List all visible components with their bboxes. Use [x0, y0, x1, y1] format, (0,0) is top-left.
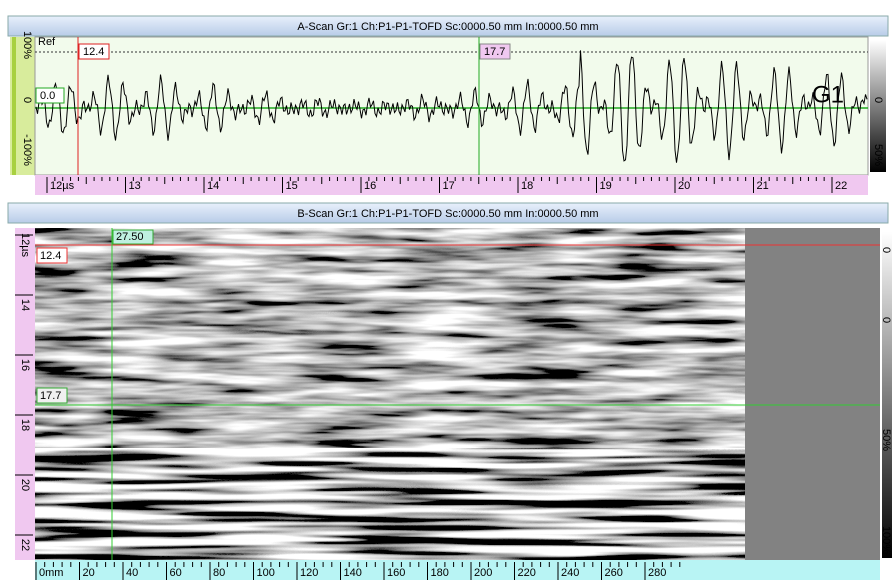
scan-ruler	[35, 560, 880, 580]
scan-tick-label: 100	[257, 567, 275, 579]
scan-tick-label: 240	[561, 567, 579, 579]
screen: A-Scan Gr:1 Ch:P1-P1-TOFD Sc:0000.50 mm …	[0, 0, 895, 580]
scan-tick-label: 60	[170, 567, 182, 579]
scan-cursor-label: 27.50	[116, 231, 144, 243]
b-time-tick-label: 18	[19, 419, 31, 431]
scan-tick-label: 120	[300, 567, 318, 579]
ref-label: Ref	[38, 36, 56, 48]
scan-tick-label: 180	[431, 567, 449, 579]
b-color-tick-label: 0	[880, 247, 892, 253]
color-tick-label: 0	[872, 97, 884, 103]
scan-tick-label: 20	[83, 567, 95, 579]
b-green-label: 17.7	[40, 390, 61, 402]
amp-tick-label: 100%	[21, 31, 33, 59]
scan-tick-label: 80	[213, 567, 225, 579]
time-tick-label: 12µs	[50, 180, 75, 192]
gate-name: G1	[812, 81, 844, 108]
b-color-tick-label: 50%	[880, 429, 892, 451]
scan-tick-label: 160	[387, 567, 405, 579]
red-cursor-label: 12.4	[83, 46, 104, 58]
time-tick-label: 13	[129, 180, 141, 192]
page: {"a_scan": {"title": "A-Scan Gr:1 Ch:P1-…	[0, 0, 895, 580]
b-color-tick-label: 100%	[880, 526, 892, 554]
scan-tick-label: 0mm	[39, 567, 63, 579]
scan-tick-label: 140	[344, 567, 362, 579]
b-color-bar	[882, 232, 892, 558]
amp-ruler-bar	[12, 37, 16, 175]
a-scan-title: A-Scan Gr:1 Ch:P1-P1-TOFD Sc:0000.50 mm …	[297, 21, 598, 33]
b-scan-empty	[745, 228, 880, 560]
time-tick-label: 22	[835, 180, 847, 192]
scan-tick-label: 280	[648, 567, 666, 579]
scan-tick-label: 200	[474, 567, 492, 579]
b-time-tick-label: 12µs	[19, 233, 31, 258]
time-tick-label: 15	[286, 180, 298, 192]
b-color-tick-label: 0	[880, 317, 892, 323]
time-tick-label: 16	[364, 180, 376, 192]
b-time-tick-label: 20	[19, 479, 31, 491]
b-scan-backwall	[35, 448, 745, 560]
b-time-tick-label: 14	[19, 299, 31, 311]
time-tick-label: 21	[757, 180, 769, 192]
a-scan-plot	[35, 37, 868, 175]
amp-tick-label: 0	[21, 97, 33, 103]
time-tick-label: 18	[521, 180, 533, 192]
color-tick-label: 50%	[872, 144, 884, 166]
time-tick-label: 17	[443, 180, 455, 192]
b-time-tick-label: 22	[19, 539, 31, 551]
gate-level-label: 0.0	[40, 90, 55, 102]
scan-tick-label: 260	[605, 567, 623, 579]
b-time-ruler	[15, 228, 35, 560]
time-tick-label: 14	[207, 180, 219, 192]
scan-tick-label: 40	[126, 567, 138, 579]
amp-tick-label: -100%	[21, 134, 33, 166]
scan-tick-label: 220	[518, 567, 536, 579]
green-cursor-label: 17.7	[484, 46, 505, 58]
b-red-label: 12.4	[40, 250, 61, 262]
b-time-tick-label: 16	[19, 359, 31, 371]
time-tick-label: 19	[600, 180, 612, 192]
time-tick-label: 20	[678, 180, 690, 192]
b-scan-title: B-Scan Gr:1 Ch:P1-P1-TOFD Sc:0000.50 mm …	[297, 208, 598, 220]
